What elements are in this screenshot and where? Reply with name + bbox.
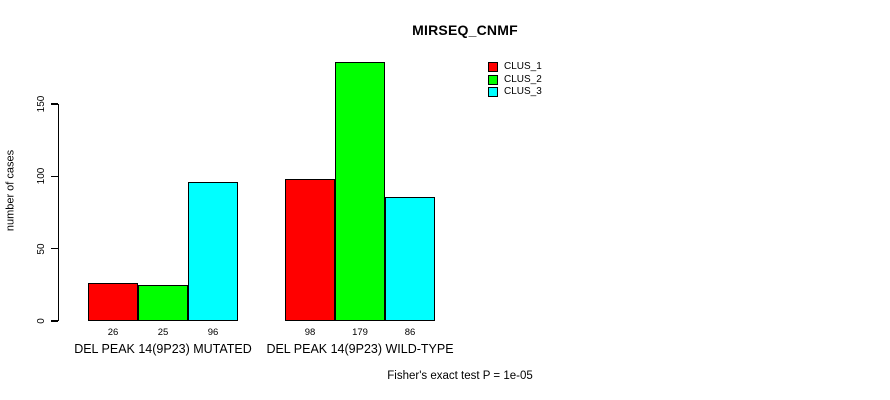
bar-value-label-clus_3-group1: 96 <box>207 327 219 338</box>
y-axis-line <box>58 104 60 321</box>
legend-label-clus_1: CLUS_1 <box>504 61 542 72</box>
bar-clus_2-group1 <box>138 284 188 321</box>
bar-value-label-clus_2-group2: 179 <box>352 327 368 338</box>
y-tick-mark-0 <box>51 320 58 322</box>
legend-label-clus_2: CLUS_2 <box>504 73 542 85</box>
y-tick-mark-100 <box>51 175 58 177</box>
footer-annotation: Fisher's exact test P = 1e-05 <box>387 370 533 382</box>
bar-clus_2-group2 <box>335 62 385 321</box>
legend-swatch-clus_1 <box>488 62 498 72</box>
y-tick-label-150: 150 <box>36 95 47 113</box>
legend-swatch-clus_3 <box>488 87 498 98</box>
y-tick-label-50: 50 <box>36 243 47 255</box>
bar-value-label-clus_3-group2: 86 <box>404 327 416 338</box>
y-axis-title: number of cases <box>4 149 17 232</box>
y-tick-mark-50 <box>51 248 58 250</box>
y-tick-mark-150 <box>51 103 58 105</box>
bar-value-label-clus_1-group1: 26 <box>107 327 119 338</box>
bar-clus_1-group1 <box>88 283 138 321</box>
category-label-group2: DEL PEAK 14(9P23) WILD-TYPE <box>266 342 454 356</box>
bar-clus_1-group2 <box>285 179 335 321</box>
category-label-group1: DEL PEAK 14(9P23) MUTATED <box>74 342 252 356</box>
chart-title: MIRSEQ_CNMF <box>412 22 518 38</box>
bar-clus_3-group1 <box>188 182 238 321</box>
legend-label-clus_3: CLUS_3 <box>504 86 542 98</box>
bar-clus_3-group2 <box>385 196 435 321</box>
y-tick-label-100: 100 <box>36 167 47 185</box>
bar-value-label-clus_1-group2: 98 <box>304 327 316 338</box>
y-tick-label-0: 0 <box>36 318 47 324</box>
legend-swatch-clus_2 <box>488 74 498 85</box>
bar-value-label-clus_2-group1: 25 <box>157 327 169 338</box>
